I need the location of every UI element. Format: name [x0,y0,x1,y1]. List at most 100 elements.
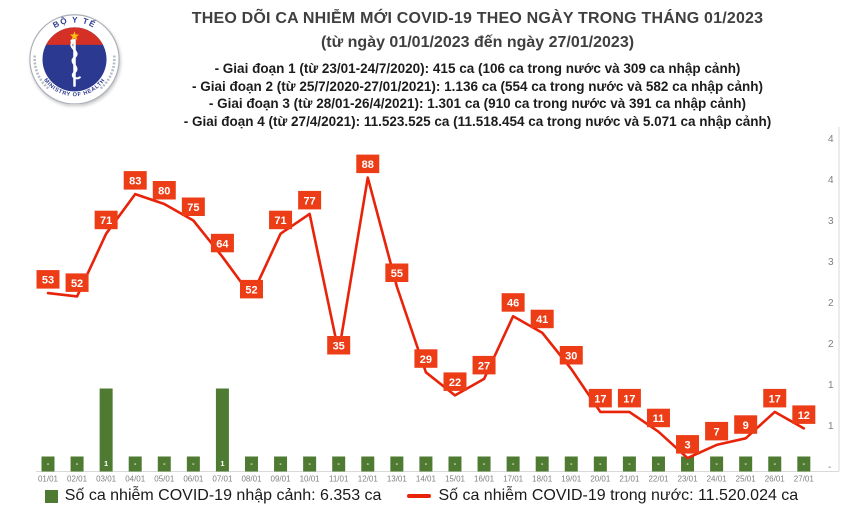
import-bar-label: - [192,461,195,468]
data-label-box [65,273,89,292]
import-bar [739,456,753,472]
x-axis-label: 08/01 [241,475,262,484]
import-bar [274,456,288,472]
x-axis-label: 13/01 [387,475,408,484]
data-label-box [269,210,293,230]
x-axis-label: 10/01 [300,475,321,484]
x-axis-label: 25/01 [736,475,757,484]
data-label-value: 55 [391,268,403,280]
data-label-value: 29 [420,354,432,366]
data-label-value: 46 [507,298,519,310]
import-bar-label: - [657,461,660,468]
x-axis-label: 15/01 [445,475,466,484]
import-bar-label: - [367,461,370,468]
import-bar [215,388,229,472]
data-label-value: 53 [42,275,54,287]
data-label-box [501,293,525,312]
data-label-value: 17 [594,393,606,405]
data-label-box [646,408,670,428]
x-axis-label: 18/01 [532,475,553,484]
import-bar-label: - [47,461,50,468]
import-bar [681,456,695,472]
data-label-value: 9 [743,420,749,432]
import-bar [244,456,258,472]
page-subtitle: (từ ngày 01/01/2023 đến ngày 27/01/2023) [320,34,635,51]
ministry-of-health-logo: BỘ Y TẾ MINISTRY OF HEALTH [26,7,123,105]
chart-legend: Số ca nhiễm COVID-19 nhập cảnh: 6.353 ca… [0,487,843,505]
data-label-value: 17 [769,393,781,405]
data-label-value: 80 [158,186,170,198]
import-bar-label: - [279,461,282,468]
import-bar [157,456,171,472]
import-bar-label: - [425,461,428,468]
data-label-box [327,336,351,355]
phase-4-line: - Giai đoạn 4 (từ 27/4/2021): 11.523.525… [183,113,772,129]
data-label-value: 17 [623,393,635,405]
data-label-box [181,197,205,216]
data-label-value: 22 [449,377,461,389]
data-label-box [443,372,467,391]
import-bar [390,456,404,472]
import-bar-label: 1 [104,459,108,468]
logo-top-text: BỘ Y TẾ [51,14,96,30]
legend-item-domestic: Số ca nhiễm COVID-19 trong nước: 11.520.… [407,487,798,505]
import-bar [477,456,491,472]
import-bar [506,456,520,472]
import-bar [303,456,317,472]
import-bar-label: - [76,461,79,468]
right-axis-tick-label: 1 [828,380,834,391]
import-bar [535,456,549,472]
data-label-box [210,233,234,253]
data-label-box [734,415,758,434]
right-axis-tick-label: 3 [828,257,834,268]
import-bar-label: - [803,461,806,468]
import-bar [593,456,607,472]
page-title: THEO DÕI CA NHIỄM MỚI COVID-19 THEO NGÀY… [191,10,764,27]
import-bar [448,456,462,472]
import-bar [622,456,636,472]
data-label-value: 52 [71,278,83,290]
import-bar-label: - [570,461,573,468]
import-bar [361,456,375,472]
x-axis-label: 04/01 [125,475,146,484]
logo-snake-icon [70,41,81,80]
data-label-value: 35 [333,341,345,353]
data-label-value: 75 [187,202,199,214]
x-axis-label: 02/01 [67,475,88,484]
import-bar [128,456,142,472]
right-axis-tick-label: 4 [828,134,834,145]
import-bar [710,456,724,472]
x-axis-label: 26/01 [765,475,786,484]
right-axis-tick-label: - [828,462,831,473]
x-axis-label: 20/01 [590,475,611,484]
header: THEO DÕI CA NHIỄM MỚI COVID-19 THEO NGÀY… [118,8,837,130]
svg-text:BỘ Y TẾ: BỘ Y TẾ [51,14,98,30]
data-label-box [94,210,118,230]
right-axis-tick-label: 2 [828,298,834,309]
data-label-value: 30 [565,351,577,363]
import-bar [797,456,811,472]
data-label-box [414,349,438,368]
import-bar-label: - [628,461,631,468]
x-axis-label: 06/01 [183,475,204,484]
import-bar-label: - [134,461,137,468]
data-label-value: 27 [478,360,490,372]
data-label-box [239,279,263,299]
data-label-box [559,346,583,365]
import-bar [768,456,782,472]
data-label-value: 83 [129,176,141,188]
data-label-value: 88 [362,159,374,171]
import-bar-label: - [338,461,341,468]
phase-1-line: - Giai đoạn 1 (từ 23/01-24/7/2020): 415 … [214,61,741,76]
data-label-box [472,355,496,375]
x-axis-label: 19/01 [561,475,582,484]
x-axis-label: 14/01 [416,475,437,484]
data-label-value: 52 [245,284,257,296]
data-label-value: 7 [714,426,720,438]
data-label-value: 77 [304,195,316,207]
phase-2-line: - Giai đoạn 2 (từ 25/7/2020-27/01/2021):… [192,78,763,94]
data-label-box [588,388,612,408]
import-bar-label: - [774,461,777,468]
import-bar-label: - [396,461,399,468]
logo-laurel-right [99,55,116,90]
